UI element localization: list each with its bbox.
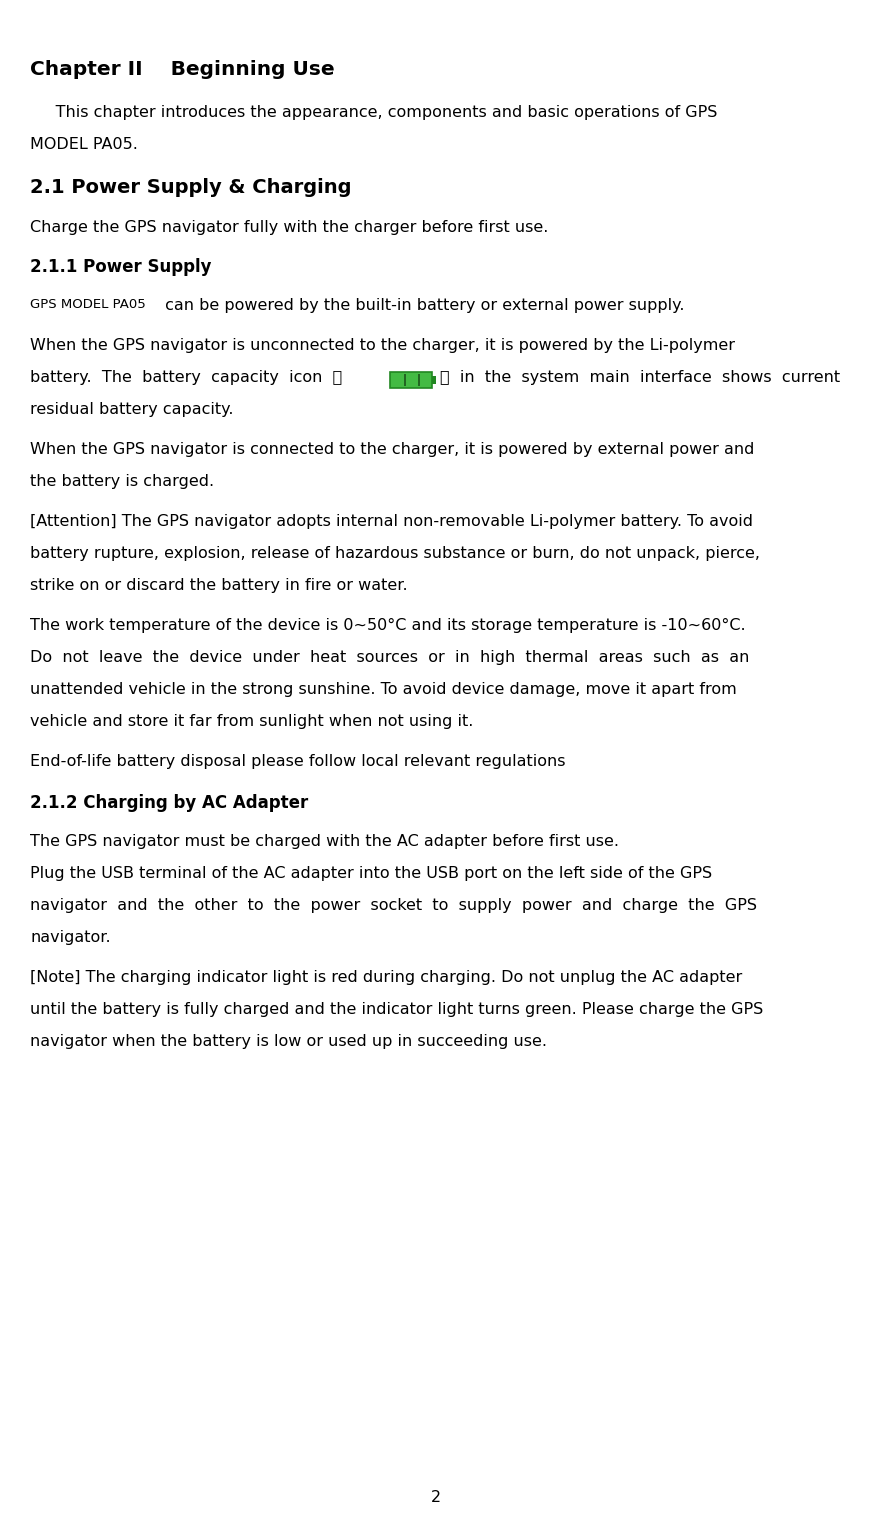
Text: strike on or discard the battery in fire or water.: strike on or discard the battery in fire… xyxy=(30,579,407,592)
Text: Chapter II    Beginning Use: Chapter II Beginning Use xyxy=(30,60,335,80)
Text: navigator when the battery is low or used up in succeeding use.: navigator when the battery is low or use… xyxy=(30,1033,547,1049)
Text: 2.1.2 Charging by AC Adapter: 2.1.2 Charging by AC Adapter xyxy=(30,795,308,811)
Text: vehicle and store it far from sunlight when not using it.: vehicle and store it far from sunlight w… xyxy=(30,713,473,729)
Bar xyxy=(418,374,419,386)
Text: battery rupture, explosion, release of hazardous substance or burn, do not unpac: battery rupture, explosion, release of h… xyxy=(30,547,760,560)
Text: [Attention] The GPS navigator adopts internal non-removable Li-polymer battery. : [Attention] The GPS navigator adopts int… xyxy=(30,514,753,530)
Text: 2.1.1 Power Supply: 2.1.1 Power Supply xyxy=(30,259,212,276)
Text: When the GPS navigator is connected to the charger, it is powered by external po: When the GPS navigator is connected to t… xyxy=(30,442,754,456)
Text: 」  in  the  system  main  interface  shows  current: 」 in the system main interface shows cur… xyxy=(440,371,840,384)
Text: can be powered by the built-in battery or external power supply.: can be powered by the built-in battery o… xyxy=(160,299,685,312)
Text: navigator.: navigator. xyxy=(30,929,111,945)
Text: Do  not  leave  the  device  under  heat  sources  or  in  high  thermal  areas : Do not leave the device under heat sourc… xyxy=(30,651,749,664)
Text: The work temperature of the device is 0~50°C and its storage temperature is -10~: The work temperature of the device is 0~… xyxy=(30,619,746,632)
Text: 2.1 Power Supply & Charging: 2.1 Power Supply & Charging xyxy=(30,178,351,197)
Text: battery.  The  battery  capacity  icon  「: battery. The battery capacity icon 「 xyxy=(30,371,342,384)
Text: 2: 2 xyxy=(431,1490,441,1505)
Text: residual battery capacity.: residual battery capacity. xyxy=(30,403,234,416)
Text: until the battery is fully charged and the indicator light turns green. Please c: until the battery is fully charged and t… xyxy=(30,1001,763,1017)
Text: GPS MODEL PA05: GPS MODEL PA05 xyxy=(30,299,146,311)
Bar xyxy=(404,374,405,386)
Text: unattended vehicle in the strong sunshine. To avoid device damage, move it apart: unattended vehicle in the strong sunshin… xyxy=(30,681,737,697)
Text: the battery is charged.: the battery is charged. xyxy=(30,475,215,488)
Text: When the GPS navigator is unconnected to the charger, it is powered by the Li-po: When the GPS navigator is unconnected to… xyxy=(30,338,735,354)
Text: The GPS navigator must be charged with the AC adapter before first use.: The GPS navigator must be charged with t… xyxy=(30,834,619,850)
Text: Charge the GPS navigator fully with the charger before first use.: Charge the GPS navigator fully with the … xyxy=(30,220,548,234)
Text: End-of-life battery disposal please follow local relevant regulations: End-of-life battery disposal please foll… xyxy=(30,753,566,769)
Text: [Note] The charging indicator light is red during charging. Do not unplug the AC: [Note] The charging indicator light is r… xyxy=(30,971,742,984)
Text: navigator  and  the  other  to  the  power  socket  to  supply  power  and  char: navigator and the other to the power soc… xyxy=(30,899,757,912)
Text: This chapter introduces the appearance, components and basic operations of GPS: This chapter introduces the appearance, … xyxy=(30,106,718,119)
Text: MODEL PA05.: MODEL PA05. xyxy=(30,136,138,152)
FancyBboxPatch shape xyxy=(390,372,432,387)
Text: Plug the USB terminal of the AC adapter into the USB port on the left side of th: Plug the USB terminal of the AC adapter … xyxy=(30,867,712,880)
Bar xyxy=(432,377,436,384)
